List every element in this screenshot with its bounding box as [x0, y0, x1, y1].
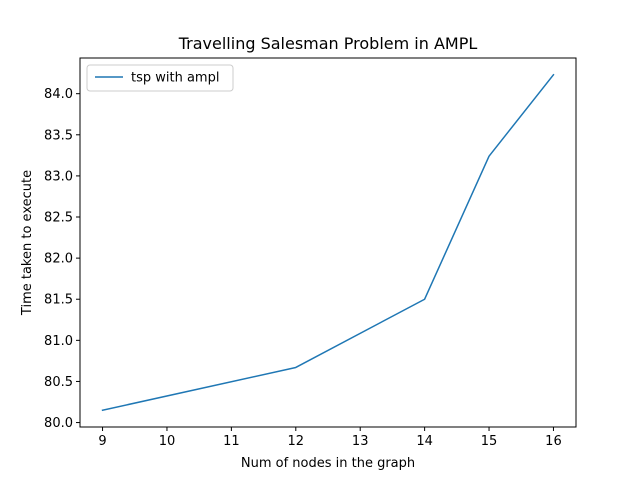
legend-label: tsp with ampl — [131, 71, 219, 86]
x-tick-label: 11 — [223, 434, 240, 449]
y-tick-label: 80.5 — [44, 375, 73, 390]
y-tick-label: 81.0 — [44, 334, 73, 349]
x-tick-label: 12 — [288, 434, 305, 449]
x-tick-label: 16 — [545, 434, 562, 449]
ticks-group: 9 10 11 12 13 14 15 16 80.0 80.5 81.0 81.5 82.0 82.5 8… — [44, 87, 562, 449]
plot-frame — [79, 57, 577, 428]
y-tick-label: 80.0 — [44, 416, 73, 431]
legend-box — [86, 64, 234, 92]
x-tick-label: 15 — [481, 434, 498, 449]
y-tick-label: 82.0 — [44, 252, 73, 267]
y-tick-label: 82.5 — [44, 211, 73, 226]
x-tick-label: 9 — [98, 434, 106, 449]
legend: tsp with ampl — [86, 64, 234, 92]
x-tick-label: 14 — [416, 434, 433, 449]
y-tick-label: 81.5 — [44, 293, 73, 308]
x-tick-label: 10 — [159, 434, 176, 449]
y-axis-label: Time taken to execute — [20, 170, 35, 316]
series-group — [101, 73, 555, 412]
chart-title: Travelling Salesman Problem in AMPL — [178, 34, 478, 53]
y-tick-label: 83.0 — [44, 169, 73, 184]
x-axis-label: Num of nodes in the graph — [241, 456, 415, 471]
x-tick-label: 13 — [352, 434, 369, 449]
y-tick-label: 83.5 — [44, 128, 73, 143]
y-tick-label: 84.0 — [44, 87, 73, 102]
